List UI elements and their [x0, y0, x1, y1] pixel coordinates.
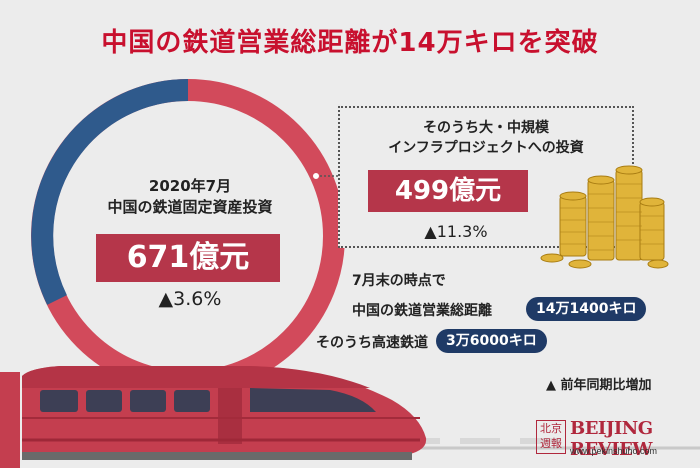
large-projects-change: ▲11.3% — [424, 222, 488, 241]
logo-seal: 北京 週報 — [536, 420, 566, 454]
large-projects-value: 499億元 — [368, 170, 528, 212]
large-projects-caption: そのうち大・中規模 インフラプロジェクトへの投資 — [338, 118, 634, 158]
investment-label: 中国の鉄道固定資産投資 — [107, 198, 273, 216]
total-distance-value: 14万1400キロ — [526, 297, 647, 321]
hsr-distance-label: そのうち高速鉄道 — [316, 335, 428, 351]
logo-name: BEIJING REVIEW — [570, 418, 653, 460]
page-title: 中国の鉄道営業総距離が14万キロを突破 — [101, 28, 599, 58]
publisher-logo: 北京 週報 BEIJING REVIEW www.pekinshuho.com — [536, 418, 686, 464]
total-distance-label: 中国の鉄道営業総距離 — [352, 303, 492, 319]
investment-period: 2020年7月 — [148, 177, 232, 195]
coin-stack-icon — [540, 165, 669, 269]
large-projects-label-line2: インフラプロジェクトへの投資 — [388, 140, 584, 156]
hsr-distance-value: 3万6000キロ — [436, 329, 547, 353]
investment-value: 671億元 — [96, 234, 280, 282]
investment-caption: 2020年7月 中国の鉄道固定資産投資 — [70, 176, 310, 218]
large-projects-label-line1: そのうち大・中規模 — [423, 120, 549, 136]
footnote: ▲ 前年同期比増加 — [546, 378, 652, 393]
investment-change: ▲3.6% — [158, 288, 222, 310]
logo-url: www.pekinshuho.com — [570, 446, 658, 456]
distance-heading: 7月末の時点で — [352, 273, 446, 289]
